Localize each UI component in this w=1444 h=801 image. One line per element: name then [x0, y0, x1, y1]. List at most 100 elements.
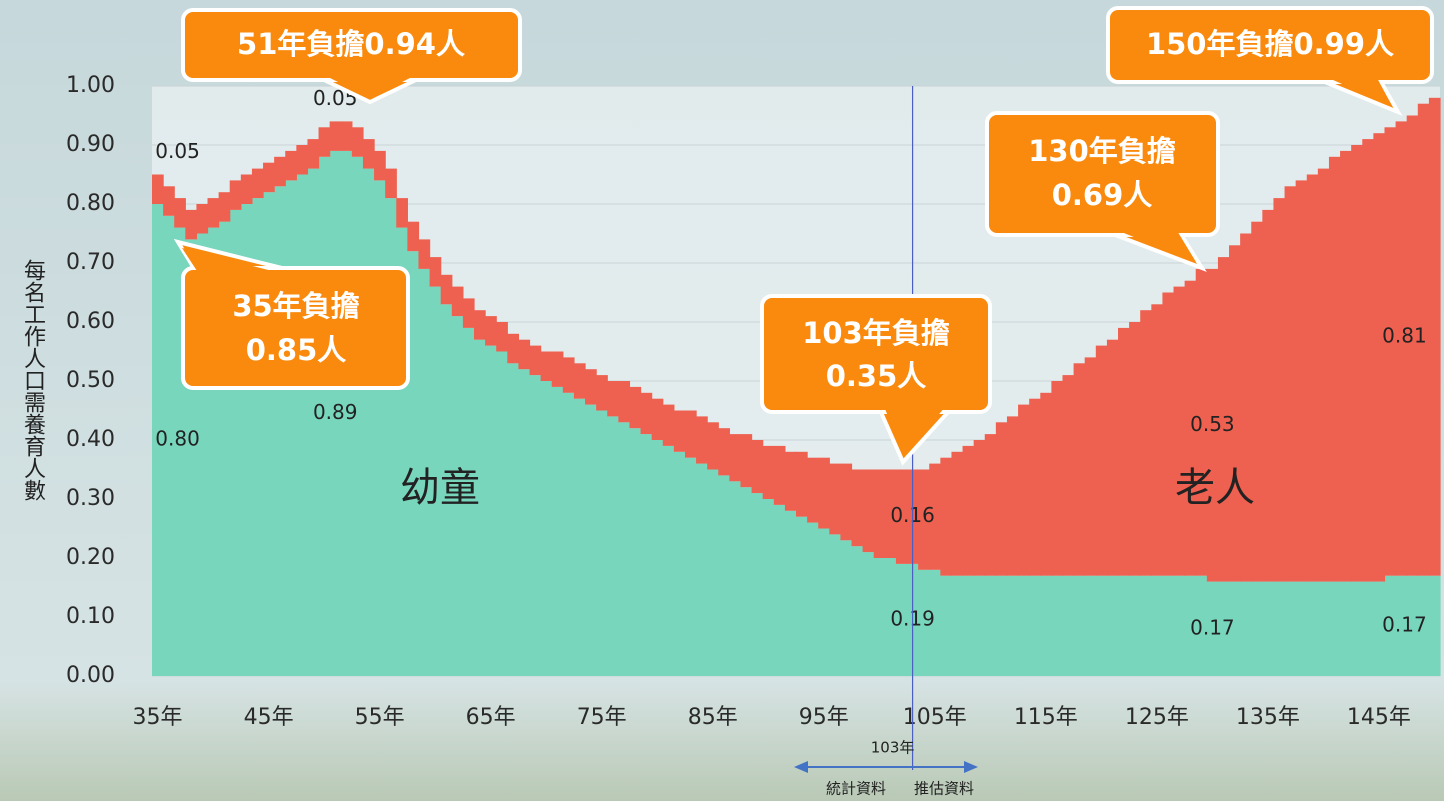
area-step [973, 440, 986, 576]
area-step [1306, 174, 1319, 582]
area-step [951, 451, 964, 576]
area-step [673, 451, 686, 676]
area-step [1395, 121, 1408, 576]
area-step [585, 369, 597, 405]
area-step [1340, 150, 1352, 582]
area-step [629, 428, 642, 676]
area-step [285, 180, 297, 676]
area-step [429, 286, 442, 676]
area-step [829, 534, 842, 676]
area-step [707, 469, 719, 676]
callout-text: 0.35人 [826, 359, 927, 393]
area-step [1040, 392, 1052, 576]
area-step [1206, 268, 1219, 582]
area-step [229, 180, 242, 210]
area-step [773, 445, 786, 505]
area-step [551, 386, 564, 676]
area-step [895, 469, 908, 564]
area-step [418, 239, 431, 269]
callout-text: 150年負擔0.99人 [1146, 27, 1394, 61]
area-step [929, 463, 941, 570]
area-step [218, 221, 231, 676]
area-step [274, 186, 286, 677]
area-step [873, 558, 886, 676]
area-step [307, 168, 320, 676]
area-step [651, 398, 664, 440]
value-label: 0.80 [155, 427, 200, 451]
area-step [696, 463, 708, 676]
area-step [1428, 97, 1441, 576]
area-step [1317, 168, 1330, 582]
y-tick-label: 0.40 [66, 427, 115, 452]
area-step [1384, 575, 1397, 676]
area-step [351, 127, 364, 157]
value-label: 0.53 [1190, 412, 1235, 436]
area-step [818, 457, 830, 529]
arrow-head [794, 761, 808, 773]
area-step [1395, 575, 1408, 676]
area-step [496, 322, 508, 352]
area-step [1173, 575, 1186, 676]
x-tick-label: 145年 [1347, 705, 1411, 730]
area-step [485, 345, 497, 676]
area-step [507, 333, 520, 364]
area-step [152, 174, 164, 204]
y-tick-label: 0.50 [66, 368, 115, 393]
area-step [1351, 145, 1363, 582]
area-step [240, 174, 253, 204]
callout-box [985, 111, 1220, 237]
area-step [1306, 581, 1319, 676]
area-step [729, 434, 742, 482]
area-step [651, 440, 664, 676]
area-step [585, 404, 597, 676]
area-step [540, 381, 553, 676]
area-step [407, 251, 420, 676]
area-step [196, 204, 209, 234]
x-tick-label: 105年 [903, 705, 967, 730]
x-tick-label: 85年 [688, 705, 738, 730]
divider-label: 103年 [871, 739, 915, 757]
area-step [873, 469, 886, 558]
area-step [773, 504, 786, 676]
y-tick-label: 0.70 [66, 250, 115, 275]
series-name: 幼童 [400, 465, 480, 511]
area-step [818, 528, 830, 676]
area-step [1284, 186, 1297, 582]
area-step [640, 392, 653, 435]
area-step [451, 286, 464, 317]
callout: 35年負擔 0.85人 [173, 238, 410, 390]
area-step [1151, 304, 1164, 576]
area-step [573, 398, 586, 676]
area-step [851, 546, 864, 676]
area-step [1151, 575, 1164, 676]
area-step [1195, 268, 1208, 576]
callout-box [760, 294, 992, 414]
area-step [196, 233, 209, 676]
callout: 103年負擔 0.35人 [760, 294, 992, 466]
area-step [1384, 127, 1397, 576]
area-step [796, 451, 808, 517]
y-tick-label: 0.00 [66, 663, 115, 688]
x-tick-label: 125年 [1125, 705, 1189, 730]
area-step [918, 469, 930, 570]
area-step [163, 215, 175, 677]
area-step [1184, 575, 1197, 676]
area-step [540, 351, 553, 381]
area-step [807, 522, 819, 676]
area-step [396, 227, 408, 676]
area-step [385, 168, 397, 199]
area-step [529, 375, 542, 676]
area-step [840, 540, 853, 676]
area-step [740, 487, 753, 676]
area-step [1006, 416, 1019, 576]
area-step [451, 316, 464, 676]
area-step [662, 445, 675, 676]
area-step [285, 150, 297, 181]
area-step [1262, 581, 1275, 676]
area-step [1406, 115, 1419, 576]
y-tick-label: 0.20 [66, 545, 115, 570]
period-label: 統計資料 [826, 780, 886, 798]
area-step [851, 469, 864, 547]
area-step [673, 410, 686, 452]
area-step [318, 156, 331, 677]
